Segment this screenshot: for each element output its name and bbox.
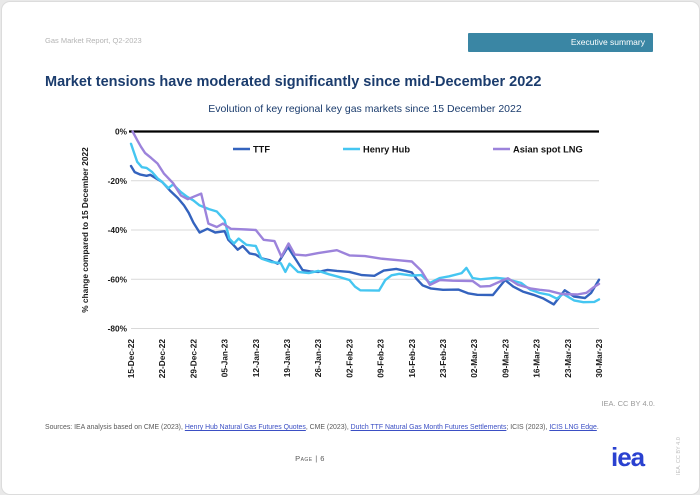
x-tick-label: 16-Mar-23 [532, 339, 542, 378]
y-tick-label: -20% [108, 176, 128, 186]
y-axis-title: % change compared to 15 December 2022 [80, 147, 90, 313]
x-tick-label: 26-Jan-23 [313, 339, 323, 378]
x-tick-label: 23-Mar-23 [563, 339, 573, 378]
line-chart: 0% -20% -40% -60% -80% 15-Dec-22 22-Dec-22 29-D… [80, 127, 604, 379]
x-tick-label: 30-Mar-23 [594, 339, 604, 378]
x-tick-label: 15-Dec-22 [126, 339, 136, 379]
source-link[interactable]: Dutch TTF Natural Gas Month Futures Sett… [350, 424, 507, 431]
source-text: , CME (2023), [305, 424, 351, 431]
page-title: Market tensions have moderated significa… [45, 74, 542, 90]
x-tick-label: 09-Feb-23 [376, 339, 386, 378]
x-tick-label: 16-Feb-23 [407, 339, 417, 378]
y-tick-label: 0% [115, 127, 128, 137]
x-tick-label: 22-Dec-22 [157, 339, 167, 379]
legend-label: Asian spot LNG [513, 145, 583, 155]
x-tick-label: 23-Feb-23 [438, 339, 448, 378]
series-line-henry-hub [129, 142, 601, 304]
report-name-label: Gas Market Report, Q2-2023 [45, 36, 142, 45]
series-line-asian-spot-lng [131, 130, 601, 296]
section-tab-executive-summary[interactable]: Executive summary [468, 33, 653, 52]
cc-attribution: IEA. CC BY 4.0. [601, 399, 655, 408]
iea-logo: iea [611, 442, 645, 472]
x-tick-label: 02-Feb-23 [344, 339, 354, 378]
y-tick-label: -80% [108, 324, 128, 334]
side-attribution: IEA. CC BY 4.0 [676, 437, 682, 475]
source-text: ; ICIS (2023), [506, 424, 550, 431]
sources-line: Sources: IEA analysis based on CME (2023… [45, 424, 670, 433]
source-link[interactable]: ICIS LNG Edge [549, 424, 597, 431]
x-tick-label: 05-Jan-23 [220, 339, 230, 378]
legend-label: Henry Hub [363, 145, 410, 155]
source-text: . [596, 424, 599, 431]
y-tick-label: -40% [108, 225, 128, 235]
source-link[interactable]: Henry Hub Natural Gas Futures Quotes [184, 424, 306, 431]
x-tick-label: 29-Dec-22 [188, 339, 198, 379]
page-number: Page | 6 [295, 454, 325, 463]
x-tick-label: 02-Mar-23 [469, 339, 479, 378]
x-tick-label: 19-Jan-23 [282, 339, 292, 378]
x-tick-label: 12-Jan-23 [251, 339, 261, 378]
series-line-ttf [129, 164, 601, 306]
legend-label: TTF [253, 145, 270, 155]
source-text: Sources: IEA analysis based on CME (2023… [45, 424, 185, 431]
y-tick-label: -60% [108, 274, 128, 284]
x-tick-label: 09-Mar-23 [500, 339, 510, 378]
chart-title: Evolution of key regional key gas market… [208, 103, 522, 115]
